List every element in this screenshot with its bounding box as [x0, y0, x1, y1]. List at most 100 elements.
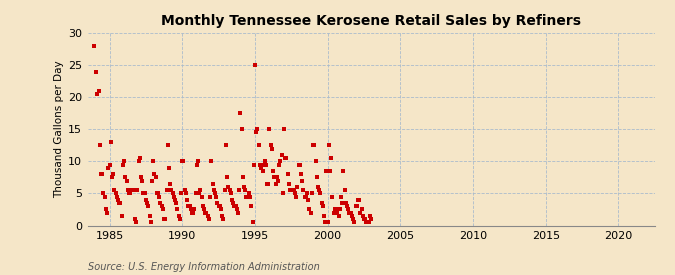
Point	[215, 207, 226, 212]
Point	[360, 217, 371, 221]
Point	[133, 159, 144, 164]
Point	[328, 210, 339, 215]
Point	[221, 143, 232, 147]
Point	[298, 188, 308, 192]
Point	[182, 198, 192, 202]
Point	[267, 146, 277, 151]
Point	[311, 175, 322, 180]
Point	[163, 166, 174, 170]
Point	[139, 191, 150, 196]
Point	[142, 201, 153, 205]
Point	[275, 159, 286, 164]
Point	[113, 198, 124, 202]
Point	[338, 169, 349, 173]
Point	[119, 159, 130, 164]
Point	[287, 188, 298, 192]
Point	[88, 44, 99, 48]
Point	[223, 185, 234, 189]
Point	[240, 188, 250, 192]
Point	[329, 207, 340, 212]
Point	[263, 182, 273, 186]
Point	[234, 188, 244, 192]
Point	[232, 207, 242, 212]
Point	[177, 159, 188, 164]
Point	[160, 217, 171, 221]
Point	[271, 175, 282, 180]
Point	[107, 175, 117, 180]
Point	[236, 127, 247, 131]
Point	[314, 188, 325, 192]
Point	[292, 185, 303, 189]
Point	[269, 175, 279, 180]
Point	[91, 69, 102, 74]
Point	[297, 178, 308, 183]
Point	[180, 188, 190, 192]
Point	[296, 172, 306, 176]
Point	[207, 182, 218, 186]
Point	[218, 217, 229, 221]
Point	[238, 175, 248, 180]
Point	[280, 156, 291, 160]
Point	[145, 220, 156, 224]
Point	[304, 207, 315, 212]
Point	[262, 182, 273, 186]
Point	[200, 210, 211, 215]
Point	[310, 159, 321, 164]
Point	[110, 191, 121, 196]
Point	[351, 204, 362, 208]
Point	[348, 217, 358, 221]
Point	[258, 169, 269, 173]
Point	[167, 191, 178, 196]
Point	[364, 214, 375, 218]
Point	[239, 185, 250, 189]
Point	[277, 191, 288, 196]
Point	[346, 214, 357, 218]
Point	[202, 214, 213, 218]
Point	[96, 172, 107, 176]
Point	[174, 217, 185, 221]
Point	[273, 178, 284, 183]
Point	[115, 201, 126, 205]
Point	[303, 198, 314, 202]
Point	[361, 220, 372, 224]
Point	[291, 194, 302, 199]
Point	[109, 188, 119, 192]
Point	[97, 172, 108, 176]
Point	[321, 169, 332, 173]
Point	[268, 169, 279, 173]
Point	[265, 143, 276, 147]
Point	[332, 210, 343, 215]
Point	[159, 217, 169, 221]
Point	[247, 220, 258, 224]
Point	[171, 201, 182, 205]
Point	[183, 204, 194, 208]
Point	[252, 127, 263, 131]
Point	[192, 162, 202, 167]
Point	[116, 214, 127, 218]
Point	[284, 182, 294, 186]
Point	[290, 191, 300, 196]
Point	[203, 217, 214, 221]
Point	[363, 220, 374, 224]
Point	[111, 194, 122, 199]
Point	[355, 210, 366, 215]
Point	[178, 159, 189, 164]
Point	[323, 143, 334, 147]
Point	[340, 201, 351, 205]
Point	[194, 191, 205, 196]
Point	[248, 162, 259, 167]
Point	[134, 156, 145, 160]
Point	[333, 214, 344, 218]
Point	[93, 89, 104, 93]
Point	[146, 178, 157, 183]
Point	[104, 162, 115, 167]
Point	[313, 185, 323, 189]
Point	[201, 210, 212, 215]
Point	[120, 175, 131, 180]
Point	[172, 207, 183, 212]
Point	[256, 166, 267, 170]
Point	[221, 175, 232, 180]
Y-axis label: Thousand Gallons per Day: Thousand Gallons per Day	[54, 60, 64, 198]
Point	[144, 214, 155, 218]
Point	[342, 204, 352, 208]
